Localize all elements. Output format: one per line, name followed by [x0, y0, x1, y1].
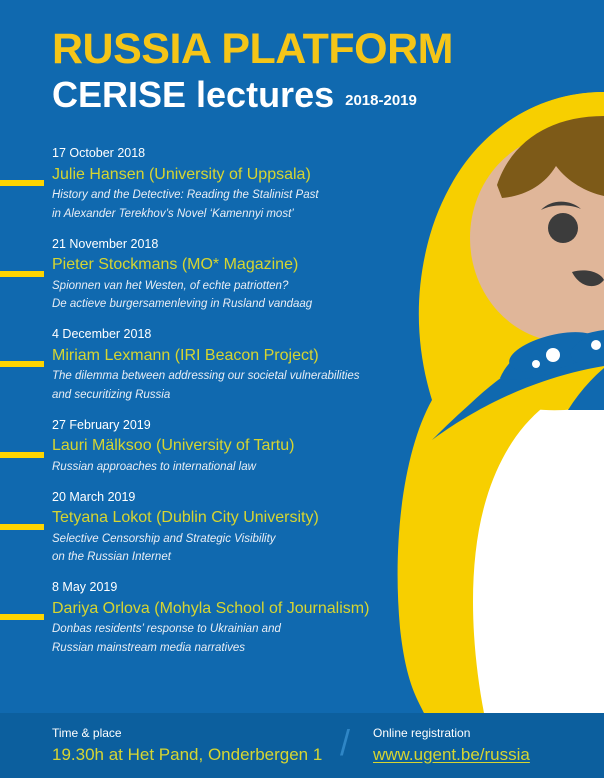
time-and-place-block: Time & place 19.30h at Het Pand, Onderbe… [52, 726, 322, 767]
subtitle-row: CERISE lectures 2018-2019 [52, 77, 453, 113]
doll-leaf-dot [591, 340, 601, 350]
lecture-description-line: in Alexander Terekhov’s Novel ‘Kamennyi … [52, 207, 294, 220]
lecture-speaker: Pieter Stockmans (MO* Magazine) [52, 256, 299, 274]
lecture-speaker: Lauri Mälksoo (University of Tartu) [52, 437, 295, 455]
registration-block: Online registration www.ugent.be/russia [373, 726, 530, 767]
doll-leaf-dot [546, 348, 560, 362]
page-subtitle: CERISE lectures [52, 74, 335, 115]
doll-face [470, 134, 604, 342]
list-item: 17 October 2018 Julie Hansen (University… [0, 146, 420, 223]
doll-mouth [572, 270, 604, 287]
lecture-description-line: History and the Detective: Reading the S… [52, 189, 319, 202]
accent-rule [0, 180, 44, 186]
lecture-description-line: Donbas residents’ response to Ukrainian … [52, 623, 281, 636]
poster-footer: Time & place 19.30h at Het Pand, Onderbe… [0, 713, 604, 778]
lecture-description-line: Russian mainstream media narratives [52, 642, 246, 655]
academic-year-badge: 2018-2019 [345, 92, 417, 109]
accent-rule [0, 451, 44, 458]
doll-hood [428, 92, 604, 411]
lecture-description-line: Russian approaches to international law [52, 460, 256, 473]
lecture-date: 21 November 2018 [52, 236, 159, 251]
list-item: 8 May 2019 Dariya Orlova (Mohyla School … [0, 580, 420, 657]
registration-url-link[interactable]: www.ugent.be/russia [373, 744, 530, 764]
doll-apron [446, 340, 604, 713]
list-item: 27 February 2019 Lauri Mälksoo (Universi… [0, 418, 420, 476]
doll-leaf-dot [532, 360, 540, 368]
lecture-description-line: on the Russian Internet [52, 551, 171, 564]
time-place-label: Time & place [52, 726, 122, 740]
lecture-speaker: Dariya Orlova (Mohyla School of Journali… [52, 599, 370, 617]
lecture-date: 20 March 2019 [52, 489, 136, 504]
lecture-date: 27 February 2019 [52, 417, 151, 432]
accent-rule [0, 523, 44, 530]
doll-eye [548, 213, 578, 243]
list-item: 21 November 2018 Pieter Stockmans (MO* M… [0, 237, 420, 314]
doll-leaf-decoration [570, 330, 604, 366]
accent-rule [0, 270, 44, 277]
lecture-description-line: Selective Censorship and Strategic Visib… [52, 532, 276, 545]
accent-rule [0, 361, 44, 368]
lecture-date: 17 October 2018 [52, 146, 146, 160]
lecture-date: 4 December 2018 [52, 327, 152, 342]
poster-header: RUSSIA PLATFORM CERISE lectures 2018-201… [52, 28, 453, 113]
registration-label: Online registration [373, 726, 471, 740]
doll-scarf [397, 92, 604, 713]
time-place-value: 19.30h at Het Pand, Onderbergen 1 [52, 744, 323, 764]
lecture-description-line: The dilemma between addressing our socie… [52, 370, 360, 383]
doll-leaf-decoration [509, 332, 599, 372]
doll-hair [497, 116, 604, 198]
doll-leaf-decoration [500, 335, 590, 380]
page-title: RUSSIA PLATFORM [52, 25, 453, 73]
doll-eyebrow [541, 201, 581, 210]
lecture-description-line: Spionnen van het Westen, of echte patrio… [52, 279, 289, 292]
footer-divider: / [340, 722, 351, 763]
doll-shoulder [568, 368, 604, 410]
lecture-speaker: Julie Hansen (University of Uppsala) [52, 165, 311, 183]
doll-scarf-fold [432, 330, 604, 440]
accent-rule [0, 614, 44, 621]
lecture-speaker: Tetyana Lokot (Dublin City University) [52, 509, 319, 527]
list-item: 20 March 2019 Tetyana Lokot (Dublin City… [0, 490, 420, 567]
lecture-date: 8 May 2019 [52, 580, 118, 595]
lecture-description-line: De actieve burgersamenleving in Rusland … [52, 298, 313, 311]
lecture-description-line: and securitizing Russia [52, 389, 171, 402]
lecture-list: 17 October 2018 Julie Hansen (University… [0, 146, 420, 671]
lecture-speaker: Miriam Lexmann (IRI Beacon Project) [52, 346, 319, 364]
list-item: 4 December 2018 Miriam Lexmann (IRI Beac… [0, 327, 420, 404]
